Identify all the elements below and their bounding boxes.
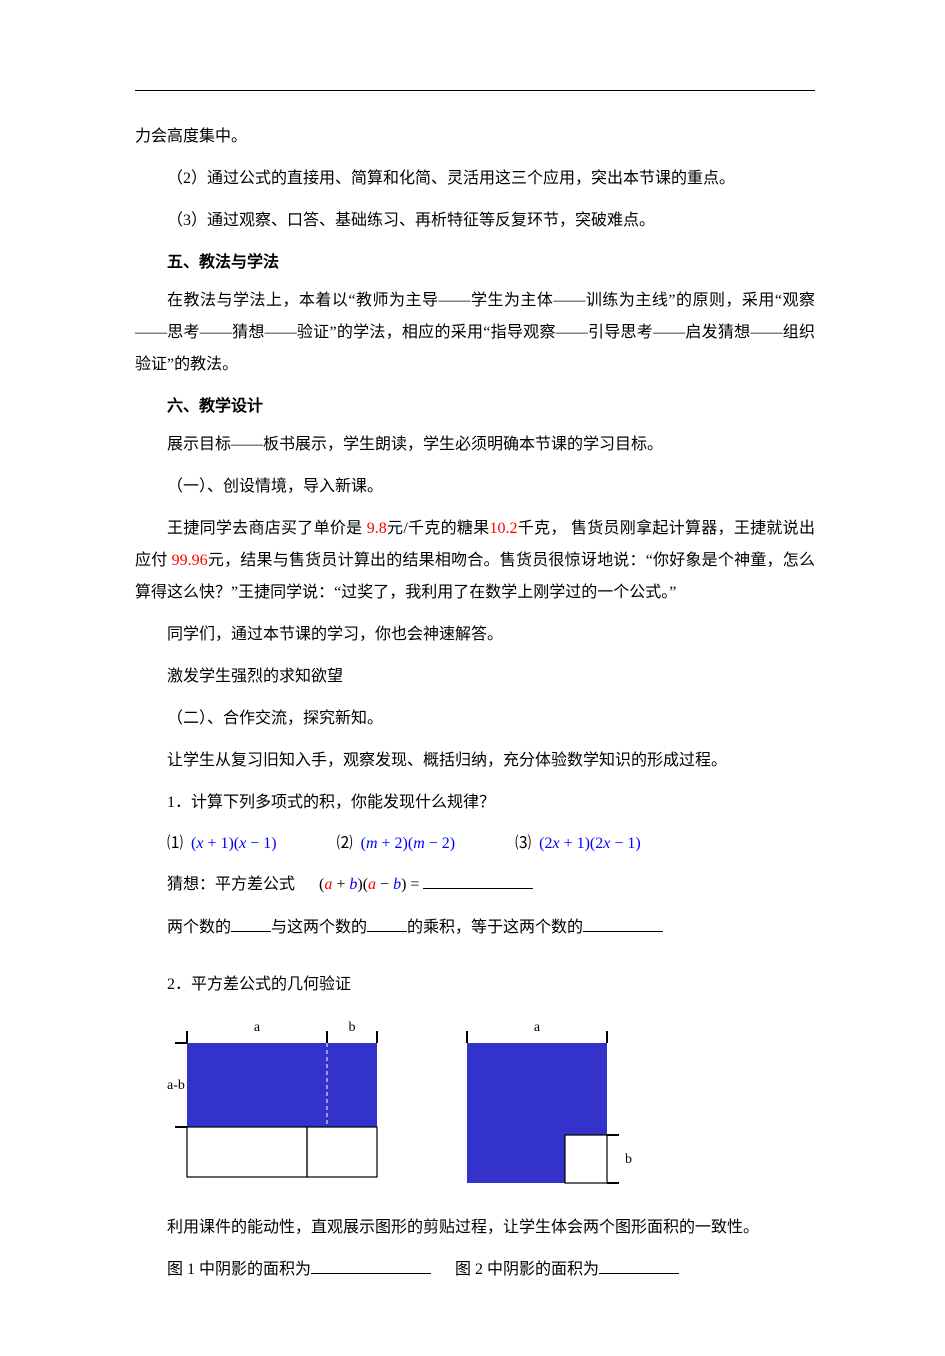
formula-2-label: ⑵ — [337, 835, 353, 852]
story-num1: 9.8 — [367, 520, 387, 537]
story-mid1: 元/千克的糖果 — [387, 520, 490, 537]
story-post: 元，结果与售货员计算出的结果相吻合。售货员很惊讶地说：“你好象是个神童，怎么算得… — [135, 552, 815, 601]
fill-b: 与这两个数的 — [271, 919, 367, 936]
guess-line: 猜想：平方差公式 (a + b)(a − b) = — [135, 867, 815, 902]
fill-a: 两个数的 — [167, 919, 231, 936]
figure-2: a b — [447, 1017, 647, 1192]
story-num3: 99.96 — [172, 552, 208, 569]
formula-3-math: (2x + 1)(2x − 1) — [539, 835, 641, 852]
area2-label: 图 2 中阴影的面积为 — [455, 1261, 599, 1278]
blank-guess — [423, 870, 533, 889]
figure-1: a b a-b — [167, 1017, 397, 1182]
svg-text:a: a — [534, 1020, 541, 1035]
area-line: 图 1 中阴影的面积为 图 2 中阴影的面积为 — [135, 1254, 815, 1286]
svg-text:b: b — [625, 1152, 632, 1167]
blank-area2 — [599, 1256, 679, 1275]
area1-label: 图 1 中阴影的面积为 — [167, 1261, 311, 1278]
formula-3: ⑶ (2x + 1)(2x − 1) — [515, 829, 641, 853]
blank-2 — [367, 914, 407, 933]
paragraph-6a: 展示目标——板书展示，学生朗读，学生必须明确本节课的学习目标。 — [135, 429, 815, 461]
svg-text:a-b: a-b — [167, 1078, 185, 1093]
fill-c: 的乘积，等于这两个数的 — [407, 919, 583, 936]
blank-1 — [231, 914, 271, 933]
question-1: 1．计算下列多项式的积，你能发现什么规律？ — [135, 787, 815, 819]
formula-row: ⑴ (x + 1)(x − 1) ⑵ (m + 2)(m − 2) ⑶ (2x … — [135, 829, 815, 853]
blank-3 — [583, 914, 663, 933]
figures-row: a b a-b a b — [167, 1017, 815, 1192]
guess-formula: (a + b)(a − b) = — [319, 876, 423, 893]
paragraph-point3: （3）通过观察、口答、基础练习、再析特征等反复环节，突破难点。 — [135, 205, 815, 237]
paragraph-5a: 在教法与学法上，本着以“教师为主导——学生为主体——训练为主线”的原则，采用“观… — [135, 285, 815, 381]
paragraph-story: 王捷同学去商店买了单价是 9.8元/千克的糖果10.2千克， 售货员刚拿起计算器… — [135, 513, 815, 609]
formula-1-math: (x + 1)(x − 1) — [191, 835, 277, 852]
paragraph-6f: 让学生从复习旧知入手，观察发现、概括归纳，充分体验数学知识的形成过程。 — [135, 745, 815, 777]
svg-text:a: a — [254, 1020, 261, 1035]
formula-1: ⑴ (x + 1)(x − 1) — [167, 829, 277, 853]
paragraph-6b: （一）、创设情境，导入新课。 — [135, 471, 815, 503]
story-num2: 10.2 — [490, 520, 518, 537]
formula-3-label: ⑶ — [515, 835, 531, 852]
guess-label: 猜想：平方差公式 — [167, 876, 295, 893]
heading-section-6: 六、教学设计 — [135, 391, 815, 423]
page-rule — [135, 90, 815, 91]
blank-area1 — [311, 1256, 431, 1275]
paragraph-6c: 同学们，通过本节课的学习，你也会神速解答。 — [135, 619, 815, 651]
paragraph-point2: （2）通过公式的直接用、简算和化简、灵活用这三个应用，突出本节课的重点。 — [135, 163, 815, 195]
paragraph-6e: （二）、合作交流，探究新知。 — [135, 703, 815, 735]
paragraph-continuation: 力会高度集中。 — [135, 121, 815, 153]
heading-section-5: 五、教法与学法 — [135, 247, 815, 279]
question-2: 2．平方差公式的几何验证 — [135, 969, 815, 1001]
story-pre1: 王捷同学去商店买了单价是 — [167, 520, 367, 537]
formula-2: ⑵ (m + 2)(m − 2) — [337, 829, 456, 853]
paragraph-6d: 激发学生强烈的求知欲望 — [135, 661, 815, 693]
svg-text:b: b — [349, 1020, 356, 1035]
fill-sentence: 两个数的 与这两个数的 的乘积，等于这两个数的 — [135, 910, 815, 945]
formula-1-label: ⑴ — [167, 835, 183, 852]
paragraph-after-fig: 利用课件的能动性，直观展示图形的剪贴过程，让学生体会两个图形面积的一致性。 — [135, 1212, 815, 1244]
formula-2-math: (m + 2)(m − 2) — [361, 835, 456, 852]
